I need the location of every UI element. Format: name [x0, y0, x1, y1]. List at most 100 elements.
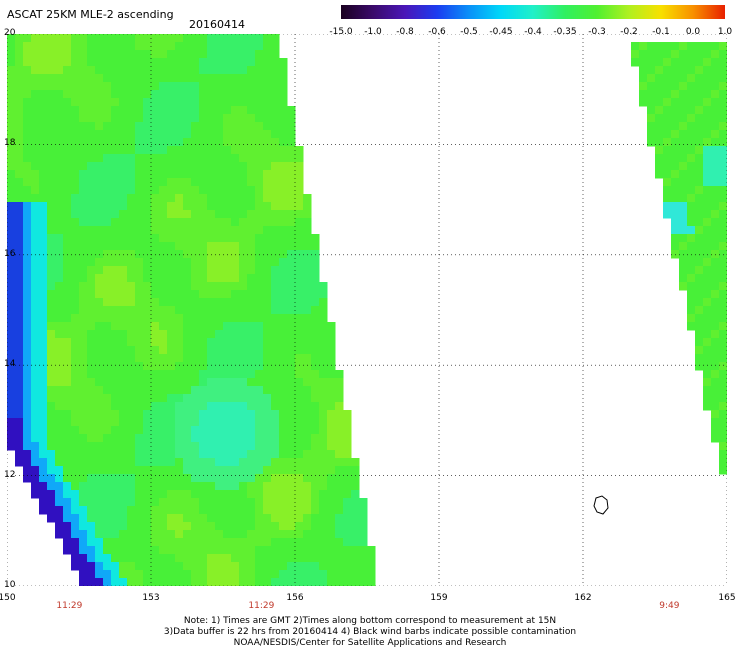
- swath-cell: [119, 314, 128, 323]
- swath-cell: [215, 442, 224, 451]
- swath-cell: [271, 74, 280, 83]
- swath-cell: [215, 378, 224, 387]
- swath-cell: [247, 226, 256, 235]
- swath-cell: [191, 274, 200, 283]
- swath-cell: [103, 338, 112, 347]
- swath-cell: [79, 546, 88, 555]
- swath-cell: [191, 330, 200, 339]
- swath-cell: [695, 354, 704, 363]
- swath-cell: [199, 130, 208, 139]
- swath-cell: [311, 266, 320, 275]
- swath-cell: [271, 98, 280, 107]
- swath-cell: [183, 138, 192, 147]
- swath-cell: [711, 234, 720, 243]
- swath-cell: [711, 210, 720, 219]
- swath-cell: [215, 338, 224, 347]
- swath-cell: [87, 362, 96, 371]
- swath-cell: [223, 370, 232, 379]
- swath-cell: [335, 490, 344, 499]
- swath-cell: [55, 362, 64, 371]
- swath-cell: [223, 170, 232, 179]
- swath-cell: [191, 530, 200, 539]
- swath-cell: [95, 490, 104, 499]
- swath-cell: [119, 434, 128, 443]
- swath-cell: [711, 90, 720, 99]
- swath-cell: [31, 370, 40, 379]
- swath-cell: [71, 34, 80, 43]
- swath-cell: [263, 170, 272, 179]
- swath-cell: [719, 338, 727, 347]
- swath-cell: [183, 490, 192, 499]
- swath-cell: [151, 434, 160, 443]
- swath-cell: [271, 290, 280, 299]
- swath-cell: [55, 306, 64, 315]
- swath-cell: [79, 138, 88, 147]
- swath-cell: [279, 154, 288, 163]
- swath-cell: [63, 394, 72, 403]
- swath-cell: [255, 378, 264, 387]
- swath-cell: [639, 98, 648, 107]
- swath-cell: [239, 226, 248, 235]
- swath-cell: [295, 546, 304, 555]
- swath-cell: [207, 378, 216, 387]
- swath-cell: [647, 98, 656, 107]
- swath-cell: [183, 226, 192, 235]
- longitude-label: 162: [574, 593, 592, 603]
- swath-cell: [279, 434, 288, 443]
- swath-cell: [111, 362, 120, 371]
- swath-cell: [175, 322, 184, 331]
- swath-cell: [63, 378, 72, 387]
- swath-cell: [63, 402, 72, 411]
- swath-cell: [87, 554, 96, 563]
- swath-cell: [263, 250, 272, 259]
- swath-cell: [663, 210, 672, 219]
- swath-cell: [79, 490, 88, 499]
- swath-cell: [175, 458, 184, 467]
- swath-cell: [287, 466, 296, 475]
- swath-cell: [647, 122, 656, 131]
- swath-cell: [311, 394, 320, 403]
- swath-cell: [223, 410, 232, 419]
- swath-cell: [159, 266, 168, 275]
- swath-cell: [199, 58, 208, 67]
- swath-cell: [167, 434, 176, 443]
- swath-cell: [231, 42, 240, 51]
- swath-cell: [191, 474, 200, 483]
- swath-cell: [167, 106, 176, 115]
- swath-cell: [31, 194, 40, 203]
- swath-cell: [79, 514, 88, 523]
- swath-cell: [279, 250, 288, 259]
- swath-cell: [151, 130, 160, 139]
- swath-cell: [7, 306, 16, 315]
- swath-cell: [71, 186, 80, 195]
- swath-cell: [103, 538, 112, 547]
- swath-cell: [303, 202, 312, 211]
- swath-cell: [23, 394, 32, 403]
- swath-cell: [95, 522, 104, 531]
- swath-cell: [303, 522, 312, 531]
- swath-cell: [311, 370, 320, 379]
- swath-cell: [271, 434, 280, 443]
- swath-cell: [207, 426, 216, 435]
- swath-cell: [295, 218, 304, 227]
- swath-cell: [111, 538, 120, 547]
- swath-cell: [223, 98, 232, 107]
- swath-cell: [335, 378, 344, 387]
- swath-cell: [695, 194, 704, 203]
- swath-cell: [111, 274, 120, 283]
- swath-cell: [119, 482, 128, 491]
- swath-cell: [303, 274, 312, 283]
- swath-cell: [135, 514, 144, 523]
- colorbar-tick-label: -15.0: [329, 27, 353, 37]
- swath-cell: [279, 74, 288, 83]
- swath-cell: [23, 154, 32, 163]
- swath-cell: [143, 378, 152, 387]
- swath-cell: [231, 402, 240, 411]
- swath-cell: [711, 82, 720, 91]
- swath-cell: [151, 218, 160, 227]
- swath-cell: [303, 434, 312, 443]
- swath-cell: [359, 514, 368, 523]
- swath-cell: [47, 106, 56, 115]
- swath-cell: [239, 346, 248, 355]
- swath-cell: [199, 74, 208, 83]
